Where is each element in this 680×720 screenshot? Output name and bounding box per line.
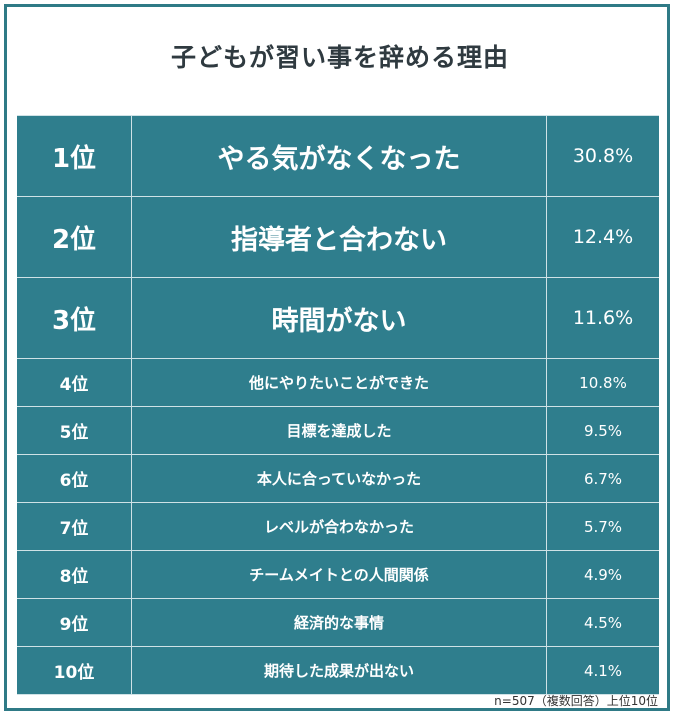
title-area: 子どもが習い事を辞める理由 [0,38,680,84]
rank-cell: 10位 [17,647,132,694]
reason-cell: 時間がない [132,278,547,358]
reason-cell: チームメイトとの人間関係 [132,551,547,598]
table-row: 2位 指導者と合わない 12.4% [17,197,659,278]
rank-cell: 2位 [17,197,132,277]
reason-cell: 指導者と合わない [132,197,547,277]
table-row: 10位 期待した成果が出ない 4.1% [17,647,659,695]
reason-cell: 期待した成果が出ない [132,647,547,694]
rank-cell: 6位 [17,455,132,502]
rank-cell: 1位 [17,116,132,196]
rank-cell: 7位 [17,503,132,550]
ranking-table: 1位 やる気がなくなった 30.8% 2位 指導者と合わない 12.4% 3位 時間がない 11… [17,115,659,695]
percent-cell: 4.5% [583,613,623,632]
percent-cell: 10.8% [579,373,627,392]
percent-cell: 11.6% [572,307,634,329]
reason-cell: 本人に合っていなかった [132,455,547,502]
table-row: 1位 やる気がなくなった 30.8% [17,116,659,197]
percent-cell: 4.9% [583,565,623,584]
reason-cell: 他にやりたいことができた [132,359,547,406]
rank-cell: 8位 [17,551,132,598]
reason-cell: 経済的な事情 [132,599,547,646]
reason-cell: 目標を達成した [132,407,547,454]
table-row: 9位 経済的な事情 4.5% [17,599,659,647]
percent-cell: 12.4% [572,226,634,248]
rank-cell: 4位 [17,359,132,406]
percent-cell: 6.7% [583,469,623,488]
chart-title: 子どもが習い事を辞める理由 [158,38,522,84]
table-row: 3位 時間がない 11.6% [17,278,659,359]
table-row: 7位 レベルが合わなかった 5.7% [17,503,659,551]
percent-cell: 5.7% [583,517,623,536]
percent-cell: 30.8% [572,145,634,167]
percent-cell: 9.5% [583,421,623,440]
table-row: 6位 本人に合っていなかった 6.7% [17,455,659,503]
table-row: 8位 チームメイトとの人間関係 4.9% [17,551,659,599]
rank-cell: 5位 [17,407,132,454]
reason-cell: やる気がなくなった [132,116,547,196]
rank-cell: 9位 [17,599,132,646]
table-row: 4位 他にやりたいことができた 10.8% [17,359,659,407]
reason-cell: レベルが合わなかった [132,503,547,550]
percent-cell: 4.1% [583,661,623,680]
table-row: 5位 目標を達成した 9.5% [17,407,659,455]
footnote: n=507（複数回答）上位10位 [494,694,658,708]
rank-cell: 3位 [17,278,132,358]
